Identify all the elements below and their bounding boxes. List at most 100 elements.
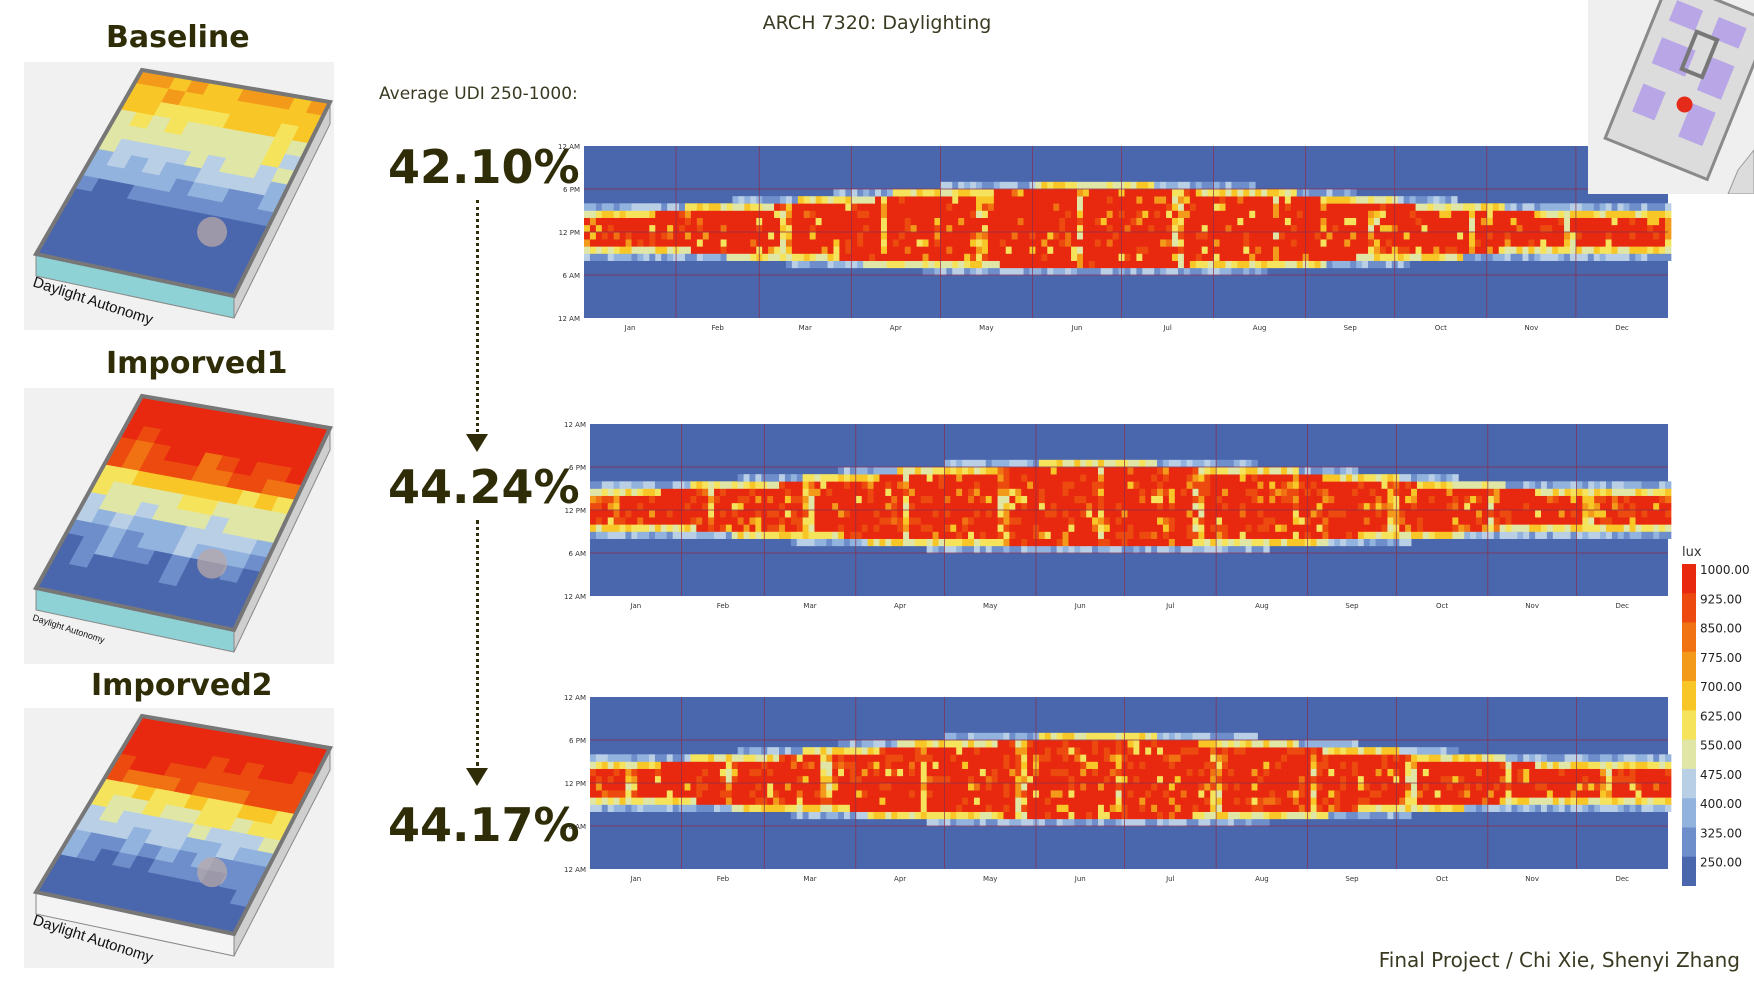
heatmap-cell <box>1166 232 1173 240</box>
heatmap-cell <box>1587 246 1595 254</box>
heatmap-cell <box>637 775 644 784</box>
heatmap-cell <box>869 224 876 233</box>
heatmap-cell <box>861 754 869 762</box>
heatmap-cell <box>696 232 704 240</box>
heatmap-cell <box>1186 467 1193 475</box>
heatmap-cell <box>1222 495 1229 504</box>
heatmap-cell <box>867 488 874 496</box>
heatmap-cell <box>938 517 945 525</box>
heatmap-cell <box>1338 246 1345 254</box>
heatmap-cell <box>920 797 928 805</box>
heatmap-cell <box>1379 224 1387 233</box>
heatmap-cell <box>802 474 809 482</box>
heatmap-cell <box>774 232 781 240</box>
heatmap-cell <box>1106 224 1114 233</box>
heatmap-cell <box>985 804 993 812</box>
heatmap-cell <box>1249 217 1256 226</box>
heatmap-cell <box>1641 217 1648 226</box>
heatmap-cell <box>867 775 874 784</box>
heatmap-cell <box>1576 524 1583 532</box>
heatmap-cell <box>613 783 620 791</box>
heatmap-cell <box>1641 246 1648 254</box>
heatmap-cell <box>926 747 933 755</box>
heatmap-cell <box>1257 495 1264 504</box>
heatmap-cell <box>826 790 833 798</box>
heatmap-cell <box>643 217 650 226</box>
heatmap-cell <box>1233 524 1241 532</box>
heatmap-cell <box>1151 510 1158 518</box>
heatmap-cell <box>922 196 929 204</box>
heatmap-cell <box>979 545 987 554</box>
heatmap-cell <box>826 754 833 762</box>
heatmap-cell <box>738 239 745 247</box>
heatmap-cell <box>1439 203 1446 211</box>
heatmap-cell <box>1480 210 1488 218</box>
heatmap-cell <box>1493 481 1501 489</box>
heatmap-cell <box>1133 517 1140 525</box>
heatmap-cell <box>1464 488 1471 496</box>
heatmap-cell <box>1047 189 1054 197</box>
heatmap-cell <box>1316 510 1323 518</box>
heatmap-cell <box>1092 510 1099 518</box>
heatmap-cell <box>1397 232 1405 240</box>
model-rim <box>32 67 333 299</box>
heatmap-cell <box>815 217 822 226</box>
heatmap-cell <box>1363 481 1371 489</box>
heatmap-cell <box>1582 510 1589 518</box>
heatmap-cell <box>1198 481 1205 489</box>
heatmap-cell <box>684 761 691 769</box>
heatmap-cell <box>908 510 916 518</box>
heatmap-cell <box>880 232 888 240</box>
heatmap-cell <box>1154 224 1161 233</box>
heatmap-cell <box>1440 524 1447 532</box>
heatmap-cell <box>1267 189 1274 197</box>
heatmap-cell <box>1575 239 1583 247</box>
heatmap-cell <box>993 253 1001 261</box>
heatmap-cell <box>826 804 833 812</box>
heatmap-cell <box>1510 253 1517 261</box>
heatmap-cell <box>1290 260 1298 269</box>
heatmap-cell <box>1334 510 1341 518</box>
heatmap-cell <box>1044 488 1052 496</box>
heatmap-cell <box>684 517 691 525</box>
heatmap-cell <box>999 239 1007 247</box>
x-tick-label: Aug <box>1253 324 1267 332</box>
heatmap-cell <box>1204 495 1211 504</box>
heatmap-cell <box>979 517 987 525</box>
heatmap-cell <box>1534 232 1541 240</box>
heatmap-cell <box>979 488 987 496</box>
heatmap-cell <box>1210 531 1217 539</box>
heatmap-cell <box>1296 239 1304 247</box>
heatmap-cell <box>1145 538 1152 547</box>
x-tick-label: Jun <box>1071 324 1083 332</box>
heatmap-cell <box>1009 538 1016 547</box>
heatmap-cell <box>1166 217 1173 226</box>
heatmap-cell <box>861 783 869 791</box>
heatmap-cell <box>956 524 963 532</box>
heatmap-cell <box>891 531 898 539</box>
heatmap-cell <box>1142 203 1149 211</box>
heatmap-cell <box>1334 481 1341 489</box>
heatmap-cell <box>916 246 923 254</box>
heatmap-cell <box>1267 203 1274 211</box>
heatmap-cell <box>987 196 995 204</box>
heatmap-cell <box>1225 267 1232 276</box>
heatmap-cell <box>1369 488 1377 496</box>
heatmap-cell <box>590 531 597 539</box>
heatmap-cell <box>780 210 787 218</box>
heatmap-cell <box>1635 239 1642 247</box>
heatmap-cell <box>661 217 668 226</box>
heatmap-cell <box>922 217 929 226</box>
heatmap-cell <box>962 768 969 777</box>
heatmap-cell <box>1310 488 1317 496</box>
heatmap-cell <box>861 502 869 511</box>
heatmap-cell <box>950 467 957 475</box>
heatmap-cell <box>696 239 704 247</box>
heatmap-cell <box>1255 189 1262 197</box>
heatmap-cell <box>932 761 939 769</box>
heatmap-cell <box>938 790 945 798</box>
heatmap-cell <box>1541 517 1548 525</box>
heatmap-cell <box>843 783 851 791</box>
heatmap-cell <box>1599 239 1607 247</box>
heatmap-cell <box>857 232 864 240</box>
